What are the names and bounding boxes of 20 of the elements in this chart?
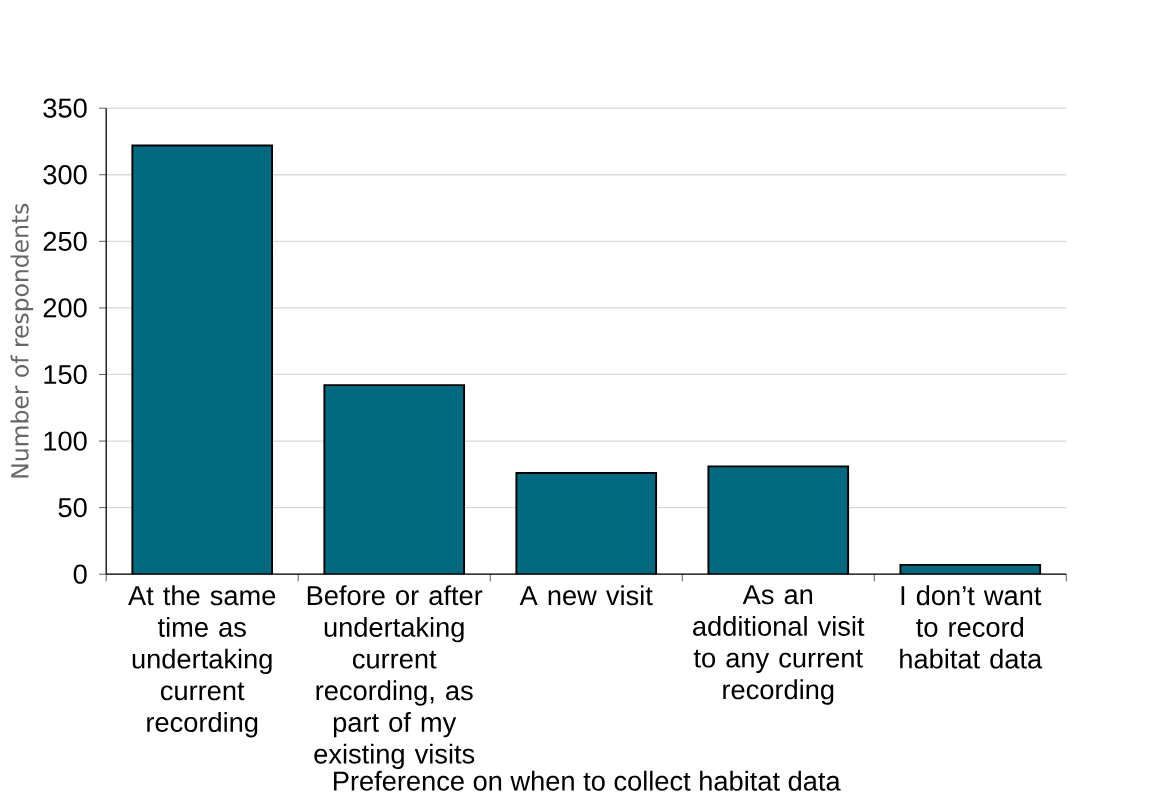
y-tick-label: 350 — [43, 98, 87, 118]
x-tick-label: A new visit — [519, 585, 653, 606]
y-tick-label: 300 — [43, 164, 87, 185]
bar — [707, 465, 850, 575]
y-tick-label: 100 — [44, 431, 87, 451]
y-tick-label: 0 — [73, 564, 87, 584]
bar — [515, 471, 658, 575]
y-tick-label: 200 — [43, 298, 87, 318]
x-axis-title: Preference on when to collect habitat data — [334, 770, 841, 791]
bar — [323, 384, 466, 575]
y-tick-label: 250 — [43, 231, 87, 251]
bar — [899, 563, 1042, 575]
x-tick-label: As an additional visit to any current recording — [693, 585, 865, 705]
y-tick-label: 150 — [44, 364, 87, 384]
x-tick-label: I don’t want to record habitat data — [900, 585, 1043, 669]
y-tick-label: 50 — [58, 497, 87, 518]
x-tick-label: Before or after undertaking current recording, as part of my existing visits — [307, 585, 483, 769]
x-tick-label: At the same time as undertaking current recording — [128, 585, 276, 738]
bar — [131, 144, 274, 575]
y-axis-title: Number of respondents — [10, 203, 34, 478]
